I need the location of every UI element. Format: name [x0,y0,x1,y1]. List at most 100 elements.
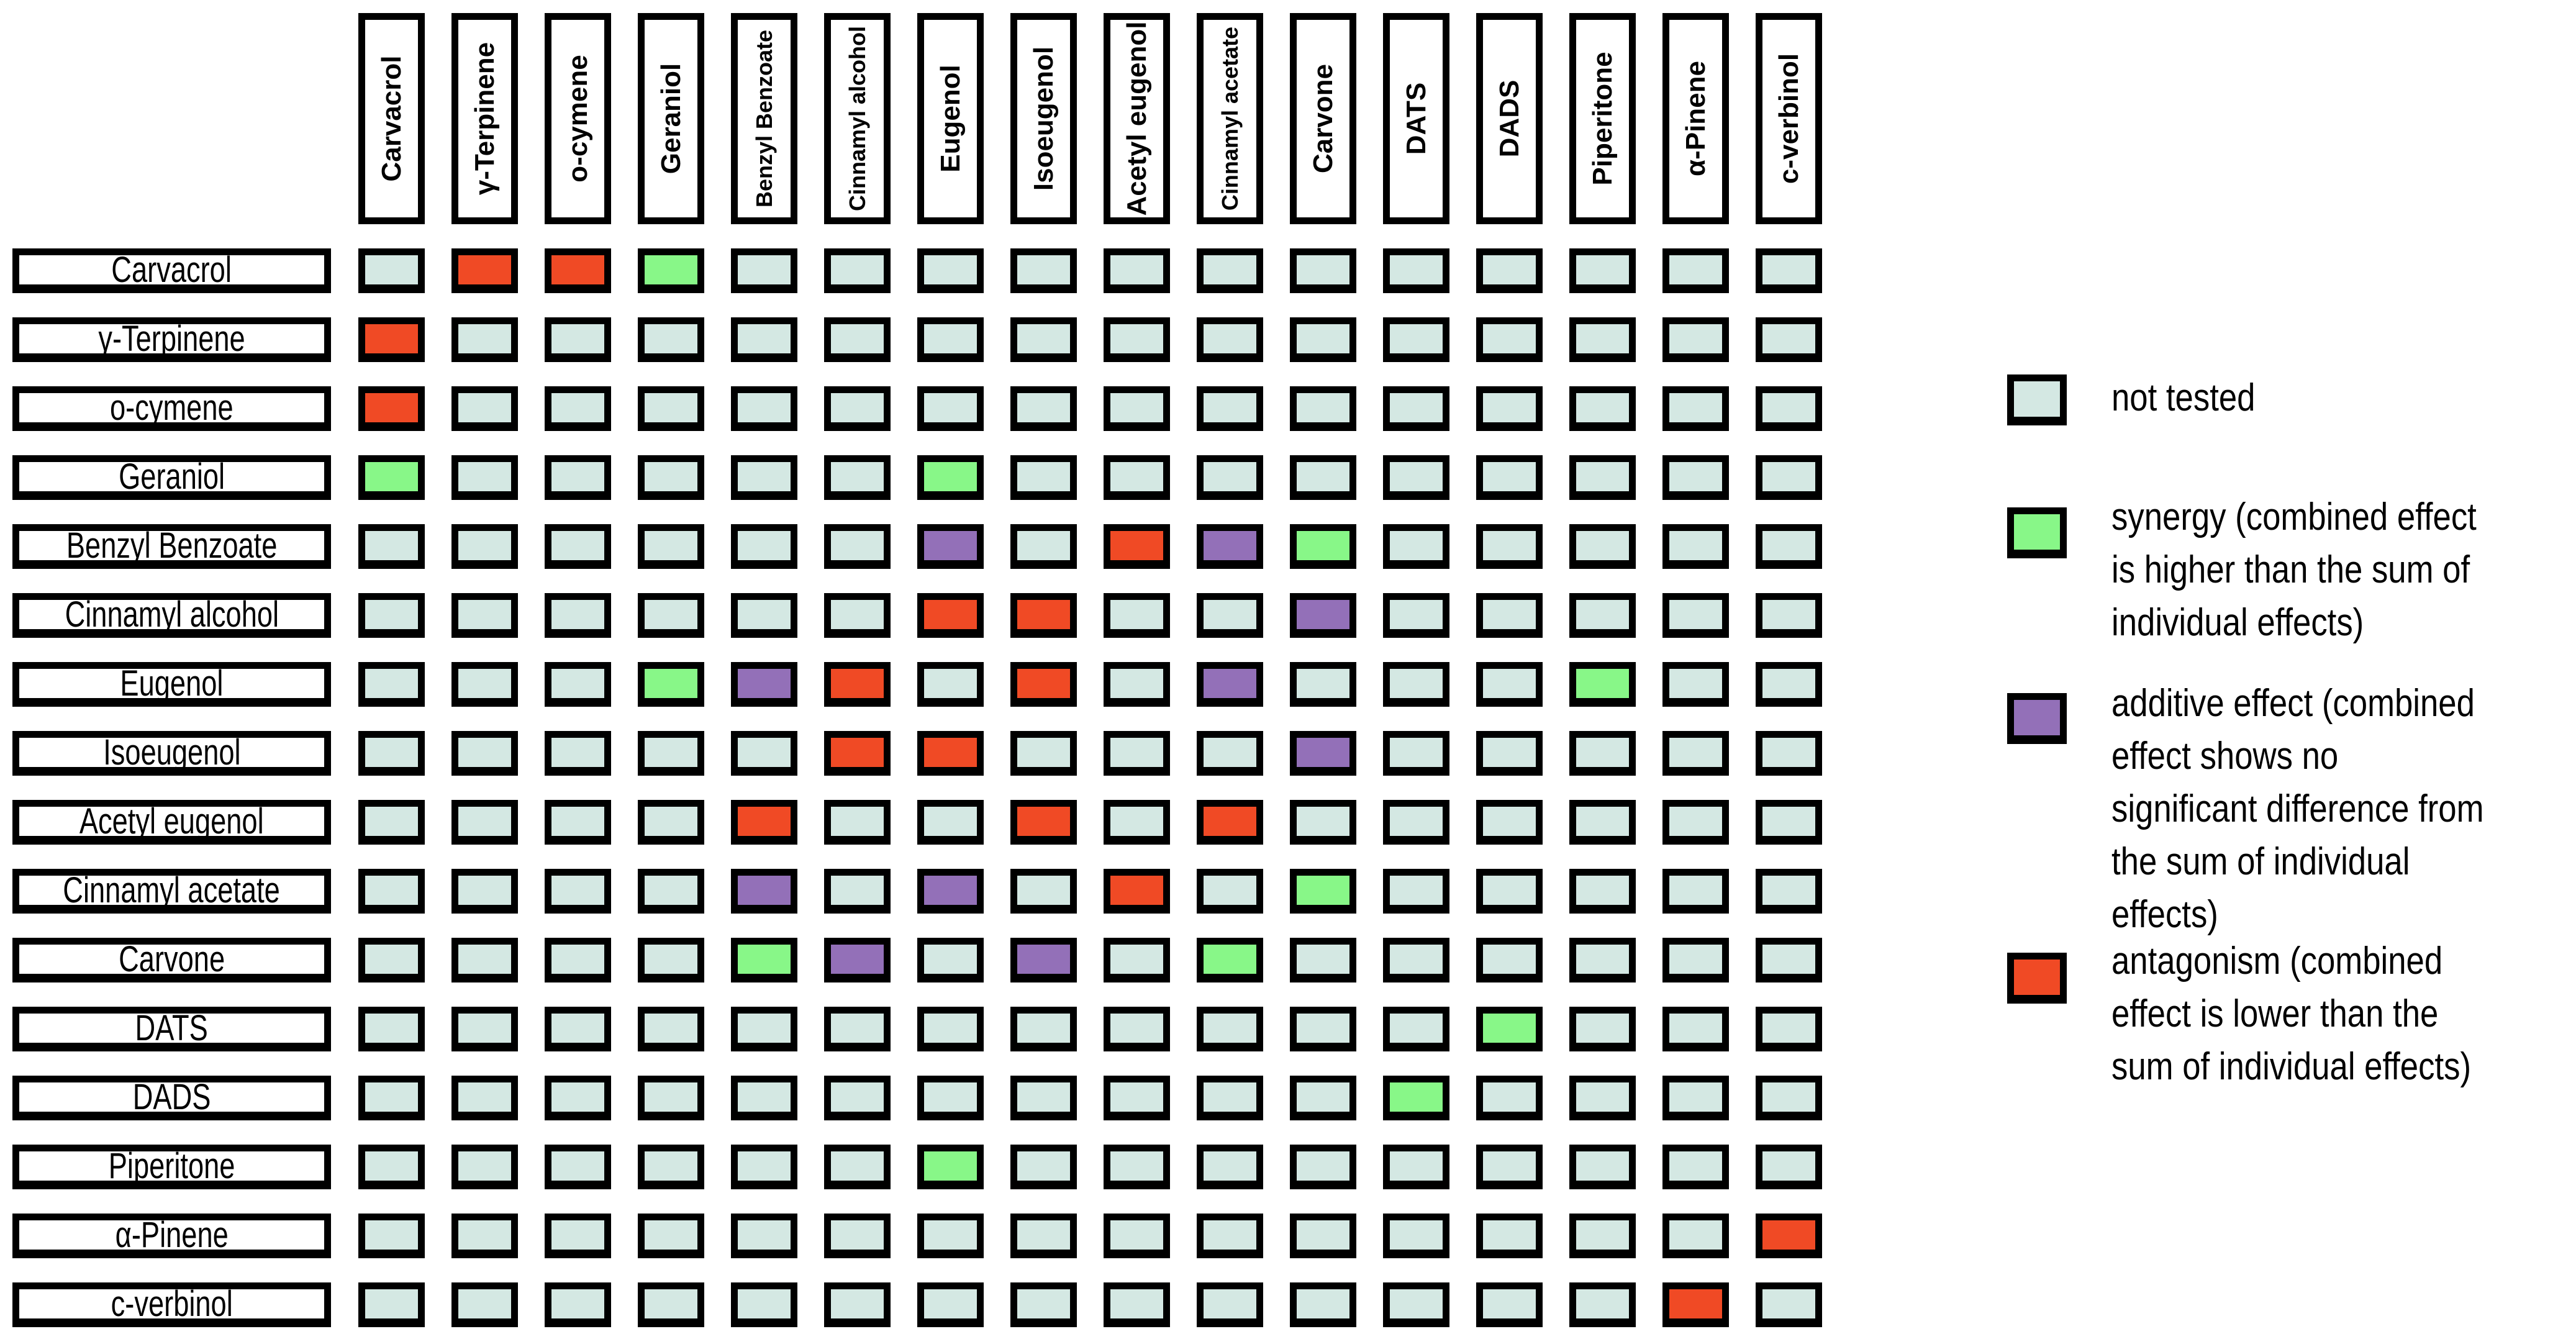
column-label: DATS [1400,82,1431,155]
matrix-cell [545,1145,611,1189]
matrix-cell [1010,938,1077,982]
matrix-cell [358,386,425,431]
matrix-cell [451,455,518,500]
matrix-cell [545,731,611,776]
matrix-cell [1383,317,1449,362]
matrix-cell [731,800,797,845]
column-header: Cinnamyl alcohol [824,13,891,224]
matrix-cell [824,1282,891,1327]
row-header: Cinnamyl acetate [12,869,331,914]
matrix-cell [1662,869,1729,914]
matrix-cell [824,524,891,569]
matrix-cell [545,455,611,500]
row-header: Eugenol [12,662,331,707]
matrix-cell [545,1214,611,1258]
matrix-cell [358,248,425,293]
matrix-cell [1104,938,1170,982]
matrix-cell [1569,662,1636,707]
matrix-cell [917,662,984,707]
matrix-cell [638,1214,704,1258]
matrix-cell [1197,455,1263,500]
matrix-cell [1104,524,1170,569]
matrix-cell [451,1145,518,1189]
matrix-cell [1476,1282,1543,1327]
matrix-cell [731,1282,797,1327]
matrix-cell [1476,662,1543,707]
matrix-cell [545,524,611,569]
matrix-cell [1383,731,1449,776]
matrix-cell [1290,524,1356,569]
matrix-cell [358,869,425,914]
row-label: DADS [132,1077,211,1117]
matrix-cell [1662,662,1729,707]
column-label: Benzyl Benzoate [751,29,777,208]
row-label: Cinnamyl alcohol [65,594,279,635]
matrix-cell [1104,1076,1170,1120]
matrix-cell [824,1145,891,1189]
matrix-cell [1383,386,1449,431]
matrix-cell [545,386,611,431]
matrix-cell [1010,1145,1077,1189]
matrix-cell [731,248,797,293]
matrix-cell [1104,248,1170,293]
matrix-cell [1104,1214,1170,1258]
column-label: Cinnamyl alcohol [844,25,870,212]
matrix-cell [1010,593,1077,638]
matrix-cell [1569,731,1636,776]
column-header: α-Pinene [1662,13,1729,224]
matrix-cell [1569,1145,1636,1189]
matrix-cell [358,800,425,845]
matrix-cell [917,524,984,569]
matrix-cell [731,524,797,569]
matrix-cell [1010,248,1077,293]
matrix-cell [1290,248,1356,293]
matrix-cell [731,1145,797,1189]
matrix-cell [1569,524,1636,569]
row-header: Isoeugenol [12,731,331,776]
matrix-cell [358,1282,425,1327]
matrix-cell [1476,869,1543,914]
matrix-cell [824,455,891,500]
matrix-cell [1662,1282,1729,1327]
matrix-cell [545,317,611,362]
matrix-cell [1662,1076,1729,1120]
legend-swatch [2007,507,2067,558]
matrix-cell [731,1214,797,1258]
matrix-cell [451,1282,518,1327]
matrix-cell [1197,524,1263,569]
matrix-cell [1476,1007,1543,1051]
row-label: Eugenol [120,663,224,704]
matrix-cell [545,593,611,638]
matrix-cell [1197,662,1263,707]
column-header: Eugenol [917,13,984,224]
matrix-cell [1010,455,1077,500]
matrix-cell [545,800,611,845]
row-label: Piperitone [108,1146,235,1186]
matrix-cell [1383,524,1449,569]
matrix-cell [358,731,425,776]
row-header: Carvacrol [12,248,331,293]
row-label: DATS [135,1008,209,1048]
matrix-cell [1476,1076,1543,1120]
row-header: γ-Terpinene [12,317,331,362]
matrix-cell [1476,800,1543,845]
matrix-cell [1383,1145,1449,1189]
matrix-cell [358,938,425,982]
matrix-cell [1569,938,1636,982]
matrix-cell [1662,938,1729,982]
matrix-cell [1662,800,1729,845]
matrix-cell [1197,317,1263,362]
matrix-cell [1756,1145,1822,1189]
matrix-cell [1010,317,1077,362]
matrix-cell [824,869,891,914]
column-label: c-verbinol [1773,53,1804,184]
matrix-cell [824,1214,891,1258]
matrix-cell [1104,1282,1170,1327]
matrix-cell [358,1214,425,1258]
matrix-cell [1383,455,1449,500]
matrix-cell [1756,455,1822,500]
matrix-cell [1290,593,1356,638]
row-header: Benzyl Benzoate [12,524,331,569]
matrix-cell [451,938,518,982]
matrix-cell [917,869,984,914]
